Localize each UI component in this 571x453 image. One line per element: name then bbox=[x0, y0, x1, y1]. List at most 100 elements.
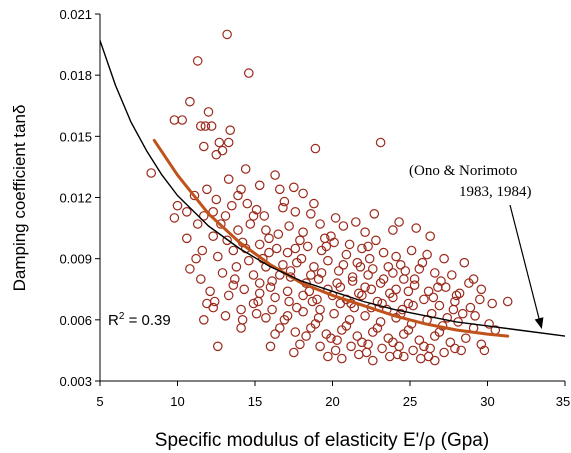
data-point bbox=[323, 351, 333, 362]
data-point bbox=[378, 274, 389, 284]
data-point bbox=[305, 209, 316, 219]
data-point bbox=[341, 321, 352, 331]
data-point bbox=[169, 115, 180, 125]
x-tick-label: 25 bbox=[403, 394, 417, 409]
data-point bbox=[419, 294, 429, 305]
data-point bbox=[397, 304, 408, 315]
data-point bbox=[364, 253, 375, 264]
data-point bbox=[429, 268, 440, 278]
x-tick-label: 30 bbox=[480, 394, 494, 409]
data-point bbox=[301, 331, 311, 341]
data-point bbox=[285, 272, 296, 282]
data-point bbox=[321, 241, 332, 252]
data-point bbox=[185, 264, 195, 274]
data-point bbox=[350, 217, 361, 227]
data-point bbox=[353, 288, 364, 299]
data-point bbox=[273, 229, 284, 239]
x-tick-label: 15 bbox=[248, 394, 262, 409]
data-point bbox=[451, 290, 462, 301]
data-point bbox=[353, 349, 364, 360]
data-point bbox=[330, 213, 341, 223]
data-point bbox=[270, 170, 280, 180]
data-point bbox=[326, 333, 336, 343]
data-point bbox=[208, 302, 218, 313]
data-point bbox=[388, 225, 398, 235]
x-tick-label: 5 bbox=[96, 394, 103, 409]
data-point bbox=[367, 264, 378, 274]
data-point bbox=[305, 270, 316, 280]
data-point bbox=[403, 325, 414, 335]
data-point bbox=[236, 184, 246, 195]
data-point bbox=[279, 314, 290, 325]
data-point bbox=[237, 314, 248, 325]
data-point bbox=[423, 351, 434, 362]
data-point bbox=[267, 276, 277, 286]
data-point bbox=[274, 184, 285, 195]
data-point bbox=[315, 341, 325, 352]
annotation-line-1: (Ono & Norimoto bbox=[409, 163, 517, 179]
data-point bbox=[189, 190, 200, 201]
data-point bbox=[414, 335, 425, 345]
data-point bbox=[261, 312, 271, 323]
data-point bbox=[369, 209, 380, 219]
data-point bbox=[448, 304, 459, 315]
data-point bbox=[197, 245, 208, 256]
data-point bbox=[223, 137, 234, 148]
data-point bbox=[290, 207, 301, 217]
data-point bbox=[206, 121, 217, 131]
data-point bbox=[288, 182, 299, 193]
data-point bbox=[191, 253, 201, 264]
data-point bbox=[332, 335, 342, 345]
data-point bbox=[248, 211, 259, 221]
data-point bbox=[409, 280, 420, 290]
annotation-line-2: 1983, 1984) bbox=[459, 184, 532, 200]
data-point bbox=[200, 121, 211, 131]
data-point bbox=[203, 107, 214, 117]
data-point bbox=[366, 284, 377, 295]
data-point bbox=[457, 308, 468, 319]
data-point bbox=[228, 280, 239, 290]
data-point bbox=[298, 227, 308, 237]
data-point bbox=[261, 225, 271, 235]
data-point bbox=[330, 345, 341, 356]
regression-fit-line bbox=[152, 138, 510, 338]
data-point bbox=[240, 164, 251, 174]
data-point bbox=[433, 282, 443, 292]
data-point bbox=[214, 137, 225, 148]
data-point bbox=[169, 213, 180, 223]
data-point bbox=[415, 353, 426, 364]
data-point bbox=[265, 282, 276, 292]
data-point bbox=[442, 312, 452, 323]
data-point bbox=[222, 29, 232, 40]
data-point bbox=[216, 219, 226, 229]
data-point bbox=[290, 327, 301, 337]
data-point bbox=[326, 231, 336, 241]
data-point bbox=[309, 198, 319, 209]
x-tick-label: 35 bbox=[556, 394, 570, 409]
data-point bbox=[338, 221, 349, 231]
data-point bbox=[225, 125, 235, 135]
data-point bbox=[270, 292, 280, 303]
data-point bbox=[146, 168, 156, 178]
data-point bbox=[278, 259, 288, 270]
data-point bbox=[333, 266, 344, 276]
data-point bbox=[425, 231, 435, 241]
data-point bbox=[375, 137, 386, 148]
data-point bbox=[411, 223, 421, 233]
data-point bbox=[211, 194, 222, 205]
data-point bbox=[464, 278, 474, 288]
data-point bbox=[244, 255, 254, 266]
data-point bbox=[245, 219, 256, 229]
data-point bbox=[502, 296, 513, 307]
data-point bbox=[291, 302, 302, 313]
data-point bbox=[360, 310, 370, 321]
data-point bbox=[244, 68, 254, 78]
data-point bbox=[239, 284, 249, 295]
data-point bbox=[315, 304, 325, 315]
data-point bbox=[484, 319, 494, 329]
data-point bbox=[347, 272, 358, 282]
data-point bbox=[199, 314, 209, 325]
data-point bbox=[298, 188, 308, 199]
data-point bbox=[384, 351, 395, 362]
data-point bbox=[309, 261, 319, 272]
